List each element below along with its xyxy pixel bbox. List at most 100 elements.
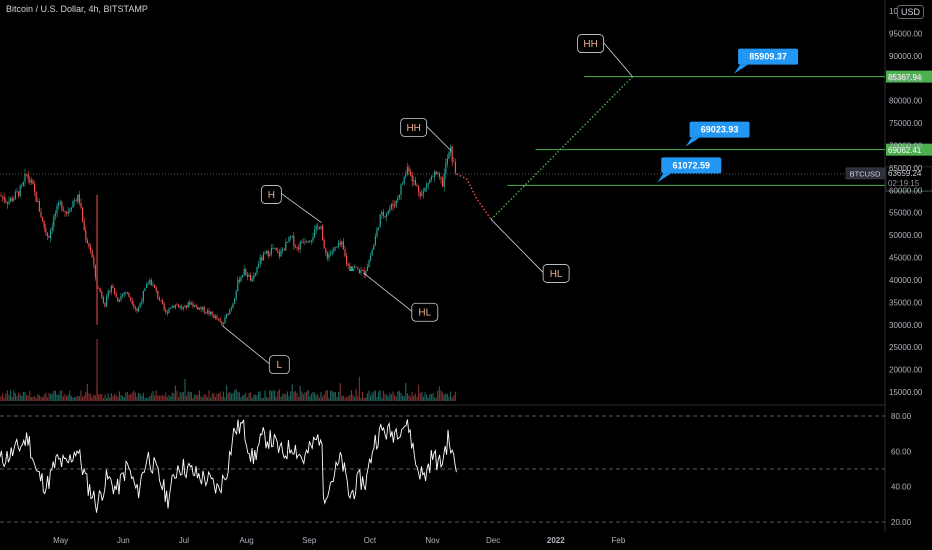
volume-bar bbox=[21, 395, 23, 401]
candle-body bbox=[262, 253, 264, 261]
candle-body bbox=[141, 301, 143, 304]
volume-bar bbox=[189, 391, 191, 401]
candle-body bbox=[54, 213, 56, 217]
volume-bar bbox=[155, 390, 157, 401]
candle-body bbox=[91, 250, 93, 258]
symbol-tag-bg bbox=[845, 167, 885, 180]
volume-bar bbox=[234, 390, 236, 401]
price-tick-label: 15000.00 bbox=[889, 388, 923, 397]
annotation-leader bbox=[603, 42, 633, 77]
volume-bar bbox=[120, 395, 122, 401]
candle-body bbox=[133, 304, 135, 307]
candle-body bbox=[106, 297, 108, 307]
candle-body bbox=[200, 307, 202, 310]
volume-bar bbox=[80, 390, 82, 401]
volume-bar bbox=[70, 395, 72, 401]
candle-body bbox=[16, 191, 18, 193]
candle-body bbox=[42, 217, 44, 221]
candle-body bbox=[387, 211, 389, 214]
candle-body bbox=[144, 288, 146, 292]
candle-body bbox=[355, 266, 357, 268]
volume-bar bbox=[34, 396, 36, 401]
volume-bar bbox=[390, 394, 392, 401]
volume-bar bbox=[243, 394, 245, 401]
volume-bar bbox=[309, 396, 311, 401]
volume-bar bbox=[99, 393, 101, 401]
volume-bar bbox=[75, 396, 77, 401]
volume-bar bbox=[123, 397, 125, 401]
volume-bar bbox=[138, 392, 140, 401]
candle-body bbox=[427, 182, 429, 185]
candle-body bbox=[32, 180, 34, 185]
candle-body bbox=[267, 250, 269, 256]
time-tick-label: Sep bbox=[302, 536, 317, 545]
candle-body bbox=[214, 316, 216, 318]
volume-bar bbox=[181, 391, 183, 401]
candle-body bbox=[366, 267, 368, 271]
candle-body bbox=[381, 211, 383, 215]
volume-bar bbox=[51, 394, 53, 401]
candle-body bbox=[72, 201, 74, 208]
candle-body bbox=[59, 202, 61, 204]
volume-bar bbox=[328, 397, 330, 401]
volume-bar bbox=[109, 397, 111, 401]
volume-bar bbox=[10, 390, 12, 401]
candle-body bbox=[117, 297, 119, 302]
candle-body bbox=[219, 319, 221, 322]
price-tick-label: 85000.00 bbox=[889, 74, 923, 83]
volume-bar bbox=[294, 390, 296, 401]
volume-bar bbox=[11, 396, 13, 401]
volume-bar bbox=[426, 394, 428, 401]
annotation-leader bbox=[490, 219, 544, 273]
volume-bar bbox=[344, 397, 346, 401]
volume-bar bbox=[275, 396, 277, 401]
candle-body bbox=[344, 249, 346, 257]
candle-body bbox=[254, 273, 256, 276]
volume-bar bbox=[307, 389, 309, 401]
candle-body bbox=[19, 186, 21, 196]
candle-body bbox=[283, 249, 285, 251]
candle-body bbox=[443, 173, 445, 187]
candle-body bbox=[274, 247, 276, 249]
candle-body bbox=[202, 306, 204, 310]
candle-body bbox=[118, 299, 120, 302]
candle-body bbox=[125, 292, 127, 294]
candle-body bbox=[139, 303, 141, 308]
candle-body bbox=[192, 303, 194, 307]
candle-body bbox=[398, 194, 400, 198]
candle-body bbox=[309, 240, 311, 242]
candle-body bbox=[40, 211, 42, 218]
volume-bar bbox=[304, 392, 306, 401]
volume-bar bbox=[157, 395, 159, 401]
volume-bar bbox=[242, 395, 244, 401]
annotation-label-l: L bbox=[277, 360, 283, 371]
annotation-box bbox=[260, 185, 282, 204]
price-callout-tail bbox=[734, 64, 749, 74]
currency-badge[interactable]: USD bbox=[897, 5, 925, 19]
volume-bar bbox=[251, 397, 253, 401]
candle-body bbox=[6, 202, 8, 204]
candle-body bbox=[302, 242, 304, 244]
volume-bar bbox=[69, 390, 71, 401]
annotation-box bbox=[577, 34, 604, 53]
candle-body bbox=[368, 260, 370, 268]
candle-body bbox=[62, 209, 64, 211]
volume-bar bbox=[278, 389, 280, 401]
time-tick-label: Oct bbox=[364, 536, 377, 545]
candle-body bbox=[134, 306, 136, 309]
volume-bar bbox=[6, 390, 8, 401]
candle-body bbox=[30, 180, 32, 183]
candle-body bbox=[251, 278, 253, 281]
volume-bar bbox=[432, 392, 434, 401]
candle-body bbox=[386, 213, 388, 217]
candle-body bbox=[126, 292, 128, 294]
symbol-title: Bitcoin / U.S. Dollar, 4h, BITSTAMP bbox=[6, 4, 148, 14]
volume-bar bbox=[224, 397, 226, 401]
volume-bar bbox=[187, 391, 189, 401]
candle-body bbox=[339, 242, 341, 245]
candle-body bbox=[315, 226, 317, 230]
volume-bar bbox=[56, 394, 58, 401]
volume-bar bbox=[323, 394, 325, 401]
